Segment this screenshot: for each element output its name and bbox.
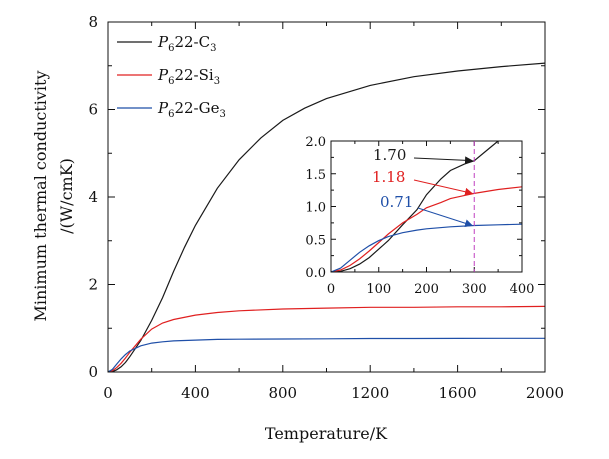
- annotation-label: 0.71: [380, 193, 413, 211]
- inset-x-tick-label: 0: [327, 282, 335, 297]
- annotation-arrow: [413, 179, 474, 196]
- legend-label-prefix: P: [157, 99, 169, 117]
- legend-label-sub1: 6: [168, 76, 174, 87]
- inset-plot: 0 100 200 300 400 0.0 0.5 1.0 1.5 2.0 1.70 1.18 0.71: [305, 135, 534, 297]
- legend-label-mid: 22-Si: [174, 66, 213, 84]
- annotation-label: 1.18: [372, 168, 405, 186]
- main-x-tick-label: 0: [103, 384, 113, 402]
- legend-label-mid: 22-C: [174, 33, 210, 51]
- main-series-1: [108, 305, 545, 372]
- main-x-tick-label: 1200: [351, 384, 389, 402]
- main-x-tick-label: 400: [181, 384, 210, 402]
- legend-label: P622-C3: [157, 33, 216, 54]
- legend-label: P622-Si3: [157, 66, 220, 87]
- annotation-arrow: [413, 156, 474, 165]
- legend-label-sub2: 3: [219, 109, 225, 120]
- inset-y-tick-label: 2.0: [305, 135, 326, 150]
- main-y-tick-label: 2: [88, 276, 98, 294]
- main-y-tick-label: 0: [88, 363, 98, 381]
- legend-label-prefix: P: [157, 66, 169, 84]
- y-axis-title-line2: /(W/cmK): [57, 158, 76, 234]
- legend-label-sub1: 6: [168, 109, 174, 120]
- legend-label: P622-Ge3: [157, 99, 226, 120]
- inset-y-tick-label: 1.0: [305, 201, 326, 216]
- inset-y-tick-label: 0.5: [305, 233, 326, 248]
- main-series-2: [108, 337, 545, 372]
- inset-y-tick-label: 1.5: [305, 168, 326, 183]
- main-x-tick-label: 800: [268, 384, 297, 402]
- inset-x-tick-label: 200: [414, 282, 439, 297]
- main-x-tick-label: 1600: [439, 384, 477, 402]
- legend-label-mid: 22-Ge: [174, 99, 219, 117]
- annotation-label: 1.70: [373, 146, 406, 164]
- legend-label-sub2: 3: [210, 43, 216, 54]
- legend-label-prefix: P: [157, 33, 169, 51]
- main-y-tick-label: 8: [88, 13, 98, 31]
- legend-label-sub2: 3: [214, 76, 220, 87]
- main-y-tick-label: 4: [88, 188, 98, 206]
- x-axis-title: Temperature/K: [265, 424, 388, 443]
- y-axis-title-line1: Minimum thermal conductivity: [31, 71, 50, 322]
- legend-label-sub1: 6: [168, 43, 174, 54]
- inset-x-tick-label: 300: [462, 282, 487, 297]
- annotation-arrow: [417, 207, 474, 228]
- main-series-0: [108, 62, 545, 372]
- main-x-tick-label: 2000: [526, 384, 564, 402]
- inset-x-tick-label: 100: [366, 282, 391, 297]
- inset-y-tick-label: 0.0: [305, 266, 326, 281]
- main-y-tick-label: 6: [88, 101, 98, 119]
- inset-x-tick-label: 400: [510, 282, 535, 297]
